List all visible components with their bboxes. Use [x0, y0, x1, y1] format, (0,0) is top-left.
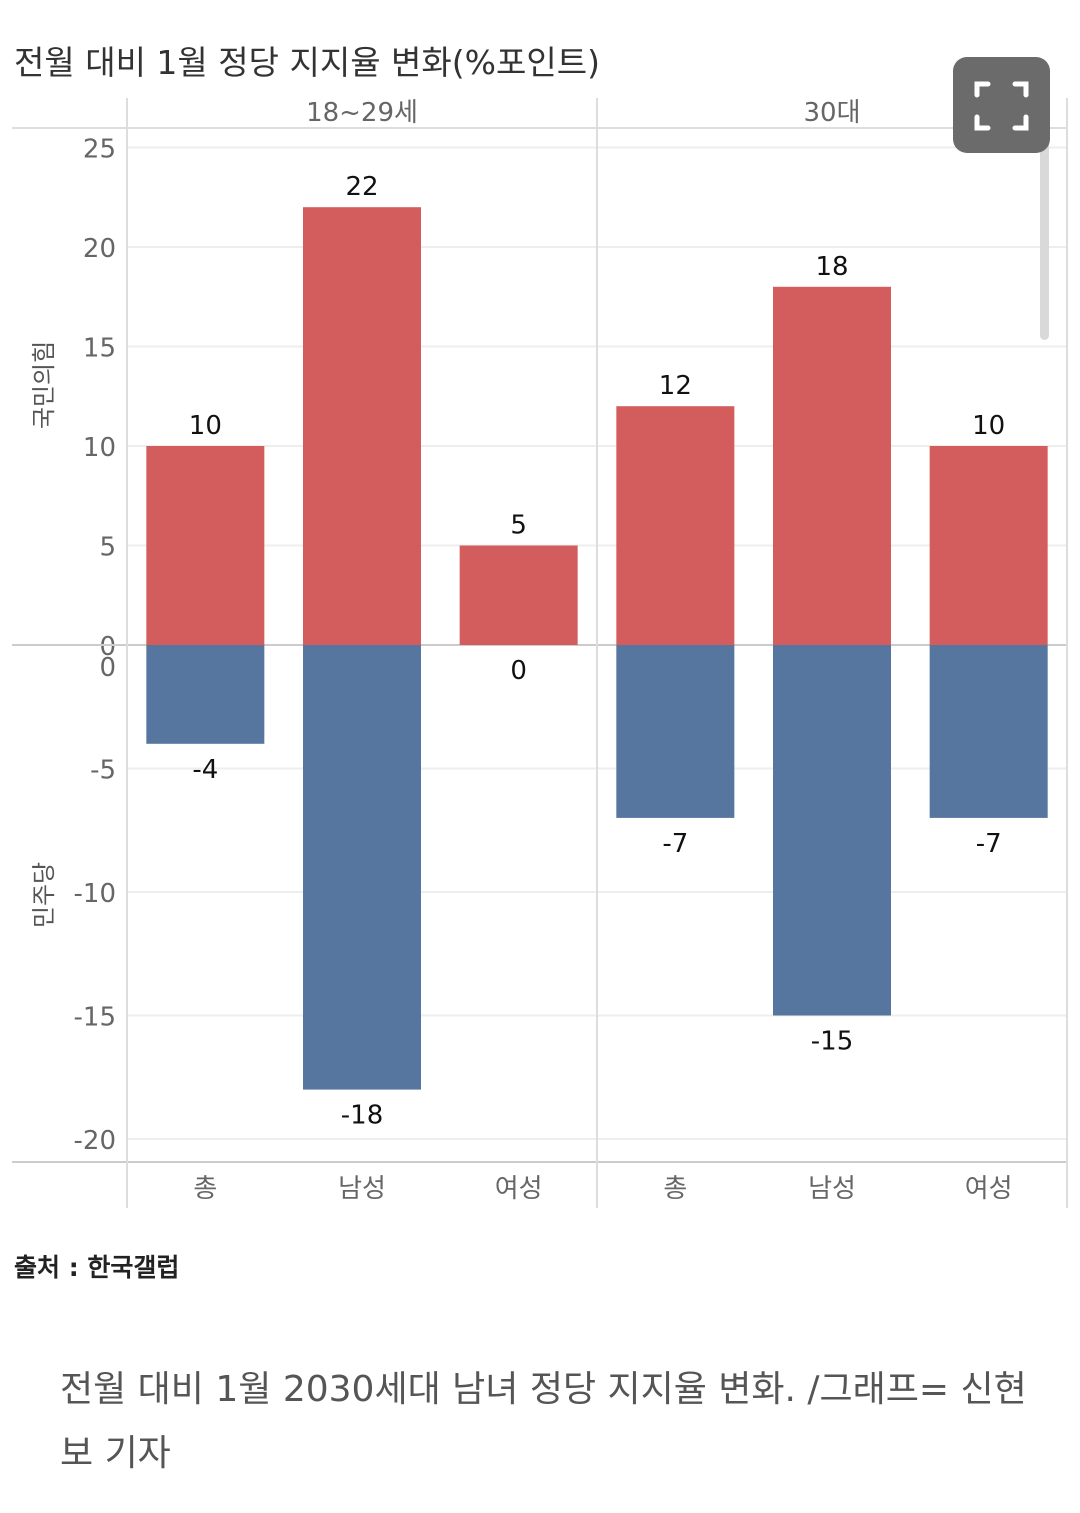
expand-icon [974, 81, 1029, 131]
bar-ppp [929, 446, 1048, 645]
y-tick-label: 10 [83, 433, 116, 463]
x-tick-label: 남성 [808, 1174, 856, 1204]
expand-button[interactable] [953, 57, 1050, 153]
bar-ppp [616, 406, 735, 645]
bar-dem [929, 645, 1048, 818]
x-tick-label: 여성 [495, 1174, 543, 1204]
y-tick-label: -10 [74, 879, 116, 909]
source-note: 출처 : 한국갤럽 [14, 1253, 180, 1282]
data-label-ppp: 10 [189, 411, 222, 441]
panel-header: 18~29세 [306, 98, 418, 128]
bar-ppp [303, 207, 421, 645]
chart-title: 전월 대비 1월 정당 지지율 변화(%포인트) [14, 43, 600, 82]
y-tick-label: 0 [99, 653, 116, 683]
scrollbar-thumb[interactable] [1040, 93, 1049, 340]
x-tick-label: 여성 [965, 1174, 1013, 1204]
panel-header: 30대 [803, 98, 860, 128]
y-tick-label: 25 [83, 135, 116, 165]
x-tick-label: 남성 [338, 1174, 386, 1204]
data-label-ppp: 10 [972, 411, 1005, 441]
y-tick-label: 5 [99, 533, 116, 563]
y-tick-label: -15 [74, 1003, 116, 1033]
bar-dem [773, 645, 891, 1016]
y-tick-label: 20 [83, 234, 116, 264]
y-tick-label: -5 [90, 756, 116, 786]
data-label-ppp: 22 [345, 172, 378, 202]
bar-ppp [773, 286, 891, 645]
data-label-dem: -18 [341, 1101, 383, 1131]
data-label-ppp: 12 [659, 371, 692, 401]
x-tick-label: 총 [663, 1174, 687, 1204]
y-tick-label: -20 [74, 1126, 116, 1156]
data-label-dem: -4 [192, 755, 218, 785]
bar-dem [146, 645, 265, 744]
image-caption: 전월 대비 1월 2030세대 남녀 정당 지지율 변화. /그래프= 신현보 … [60, 1369, 1027, 1474]
data-label-dem: -15 [811, 1027, 853, 1057]
bar-dem [616, 645, 735, 818]
bar-dem [303, 645, 421, 1090]
data-label-dem: 0 [510, 656, 527, 686]
y-tick-label: 15 [83, 334, 116, 364]
bar-ppp [459, 545, 578, 645]
data-label-ppp: 18 [815, 252, 848, 282]
y-tick-label: 0 [99, 632, 116, 662]
y-axis-title: 국민의힘 [30, 341, 58, 429]
data-label-ppp: 5 [510, 511, 527, 541]
data-label-dem: -7 [976, 829, 1002, 859]
data-label-dem: -7 [662, 829, 688, 859]
bar-ppp [146, 446, 265, 645]
x-tick-label: 총 [193, 1174, 217, 1204]
y-axis-title: 민주당 [30, 862, 58, 928]
